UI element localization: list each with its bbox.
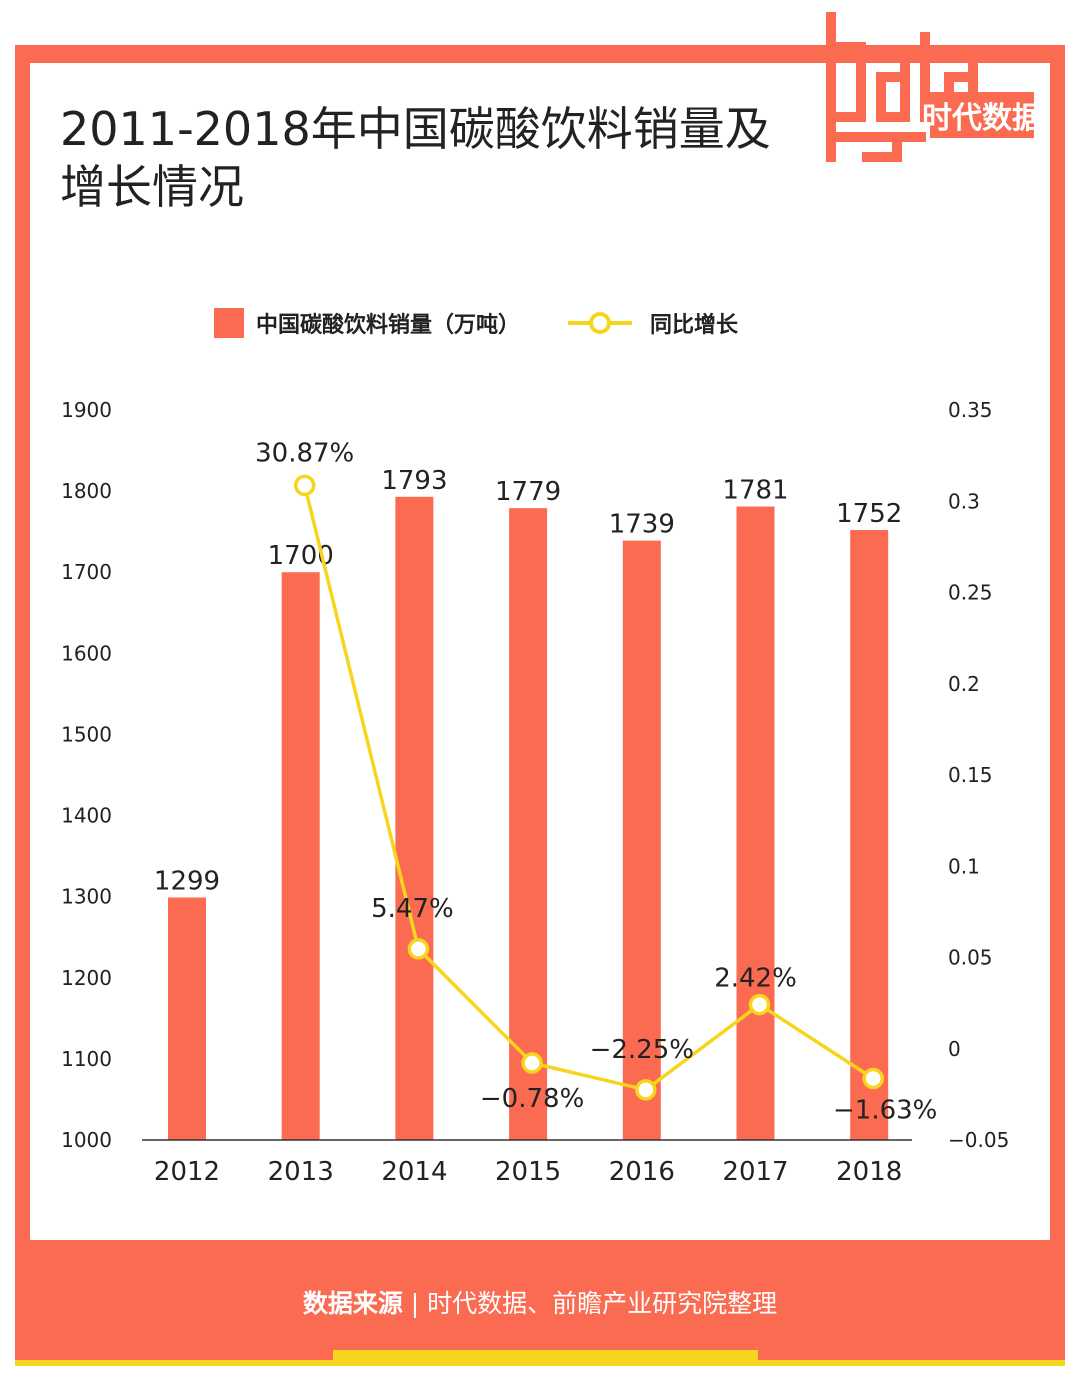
combo-chart: 1000 1100 1200 1300 1400 1500 1600 1700 1800 1900… — [61, 398, 1009, 1187]
x-axis-tick-label: 2017 — [722, 1157, 788, 1187]
growth-value-label: 5.47% — [371, 894, 454, 924]
x-axis-tick-label: 2013 — [268, 1157, 334, 1187]
right-axis-tick-label: 0.3 — [948, 489, 980, 513]
chart-title: 2011-2018年中国碳酸饮料销量及增长情况 — [60, 102, 771, 214]
bar — [850, 530, 889, 1140]
datagood-logo: 时代数据 — [826, 12, 1042, 162]
right-axis-tick-label: 0.05 — [948, 946, 993, 970]
growth-value-label: −0.78% — [480, 1084, 584, 1114]
right-axis-tick-label: 0.15 — [948, 763, 993, 787]
right-axis-tick-label: 0.1 — [948, 854, 980, 878]
logo-cn-text: 时代数据 — [922, 101, 1042, 136]
bar-value-label: 1299 — [154, 866, 220, 896]
growth-line — [303, 484, 875, 1092]
growth-point — [635, 1079, 657, 1101]
right-axis-tick-label: −0.05 — [948, 1128, 1009, 1152]
bar — [281, 572, 320, 1140]
legend: 中国碳酸饮料销量（万吨） 同比增长 — [214, 306, 738, 340]
growth-point — [748, 993, 771, 1016]
left-axis-tick-label: 1100 — [61, 1047, 112, 1071]
growth-point — [407, 938, 430, 960]
left-axis-tick-label: 1300 — [61, 885, 112, 909]
left-axis-tick-label: 1400 — [61, 804, 112, 828]
bar — [168, 897, 206, 1140]
source-text: 时代数据、前瞻产业研究院整理 — [427, 1289, 778, 1318]
bar — [395, 496, 434, 1140]
right-axis-tick-label: 0 — [948, 1037, 961, 1061]
source-note: 数据来源 | 时代数据、前瞻产业研究院整理 — [0, 1284, 1080, 1320]
bar-value-label: 1781 — [722, 476, 788, 506]
source-label: 数据来源 — [302, 1289, 403, 1318]
growth-value-label: −1.63% — [833, 1095, 937, 1125]
legend-bar-label: 中国碳酸饮料销量（万吨） — [256, 313, 521, 338]
source-separator: | — [410, 1289, 420, 1318]
bar-value-label: 1739 — [609, 510, 675, 540]
growth-value-label: −2.25% — [590, 1035, 694, 1065]
left-axis-tick-label: 1500 — [61, 722, 112, 746]
legend-bar-swatch — [214, 308, 244, 338]
left-axis-tick-label: 1800 — [61, 479, 112, 503]
growth-point — [862, 1067, 884, 1090]
x-axis-tick-label: 2016 — [609, 1157, 675, 1187]
bar — [509, 508, 548, 1141]
right-axis-tick-label: 0.25 — [948, 581, 993, 605]
left-axis-tick-label: 1700 — [61, 560, 112, 584]
left-axis-tick-label: 1200 — [61, 966, 112, 990]
left-axis-tick-label: 1900 — [61, 398, 112, 422]
bar-value-label: 1752 — [836, 499, 902, 529]
growth-value-label: 2.42% — [714, 964, 797, 994]
x-axis-tick-label: 2014 — [381, 1157, 447, 1187]
right-axis-tick-label: 0.2 — [948, 672, 980, 696]
left-axis-tick-label: 1600 — [61, 641, 112, 665]
x-axis-tick-label: 2015 — [495, 1157, 561, 1187]
right-axis-tick-label: 0.35 — [948, 398, 993, 422]
bar — [622, 540, 661, 1140]
growth-value-label: 30.87% — [255, 438, 354, 468]
growth-point — [293, 474, 316, 497]
legend-line-label: 同比增长 — [650, 313, 739, 338]
legend-line-swatch — [568, 312, 633, 334]
x-axis-tick-label: 2012 — [154, 1157, 220, 1187]
bar — [736, 506, 775, 1140]
growth-point — [521, 1052, 543, 1074]
left-axis-tick-label: 1000 — [61, 1128, 112, 1152]
bar-value-label: 1793 — [381, 466, 447, 496]
x-axis-tick-label: 2018 — [836, 1157, 902, 1187]
footer-line — [15, 1360, 1065, 1366]
bar-value-label: 1779 — [495, 477, 561, 507]
